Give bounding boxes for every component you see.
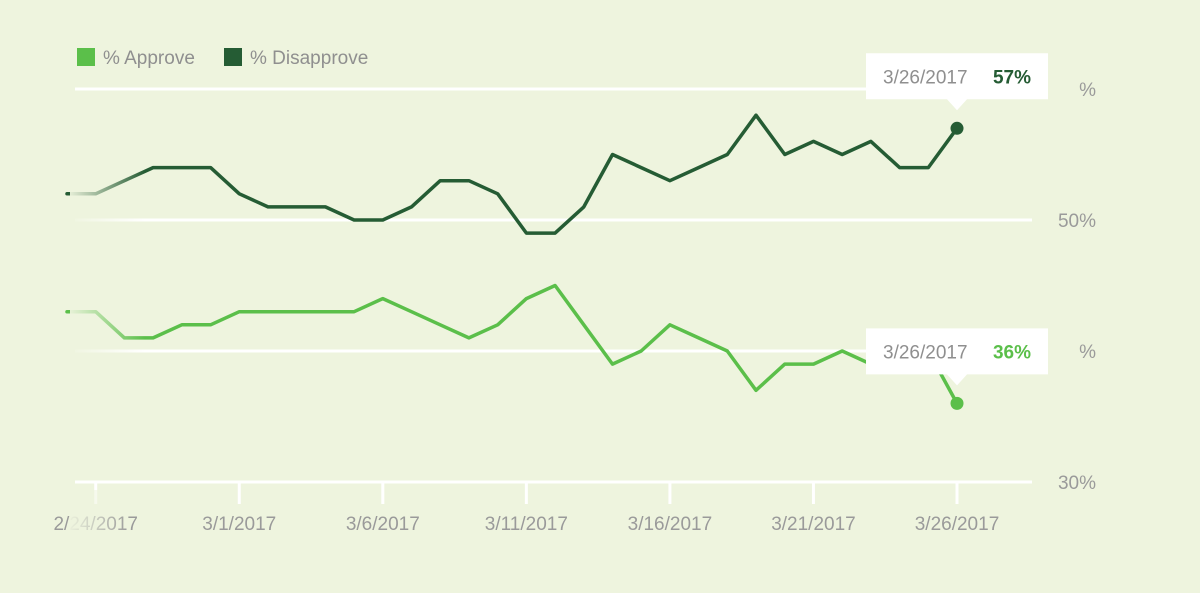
y-axis: % 50%% 30% xyxy=(1058,80,1096,494)
tooltip-disapprove: 3/26/2017 57% xyxy=(866,53,1049,111)
tooltip-date: 3/26/2017 xyxy=(883,67,968,88)
data-point-disapprove-last[interactable] xyxy=(950,121,964,135)
x-tick-label: 3/6/2017 xyxy=(346,514,420,535)
x-tick-label: 3/21/2017 xyxy=(771,514,856,535)
legend-swatch-disapprove xyxy=(224,48,242,66)
y-tick-label: 50% xyxy=(1058,211,1096,232)
data-point-approve-last[interactable] xyxy=(950,396,964,410)
tooltip-date: 3/26/2017 xyxy=(883,342,968,363)
series-line-disapprove xyxy=(65,113,959,235)
x-axis: 2/24/20173/1/20173/6/20173/11/20173/16/2… xyxy=(53,482,999,535)
x-tick-label: 3/11/2017 xyxy=(485,514,568,535)
left-fade-overlay xyxy=(70,150,145,440)
legend-label-disapprove: % Disapprove xyxy=(250,48,368,69)
tooltip-value: 36% xyxy=(993,342,1031,363)
legend-item-approve[interactable]: % Approve xyxy=(77,48,195,69)
x-tick-label: 3/26/2017 xyxy=(915,514,1000,535)
legend-label-approve: % Approve xyxy=(103,48,195,69)
tooltip-box xyxy=(866,328,1049,386)
y-tick-label: 30% xyxy=(1058,473,1096,494)
x-tick-label: 3/16/2017 xyxy=(628,514,713,535)
x-tick-label: 3/1/2017 xyxy=(202,514,276,535)
series-line-approve xyxy=(65,283,959,406)
tooltip-box xyxy=(866,53,1049,111)
series-lines xyxy=(65,113,964,410)
y-tick-label: % xyxy=(1079,80,1096,101)
y-tick-label: % xyxy=(1079,342,1096,363)
legend-swatch-approve xyxy=(77,48,95,66)
left-fade-overlay-axis xyxy=(70,490,130,540)
legend: % Approve % Disapprove xyxy=(77,48,368,69)
tooltip-value: 57% xyxy=(993,67,1031,88)
legend-item-disapprove[interactable]: % Disapprove xyxy=(224,48,368,69)
tooltips: 3/26/2017 57% 3/26/2017 36% xyxy=(866,53,1049,386)
tooltip-approve: 3/26/2017 36% xyxy=(866,328,1049,386)
